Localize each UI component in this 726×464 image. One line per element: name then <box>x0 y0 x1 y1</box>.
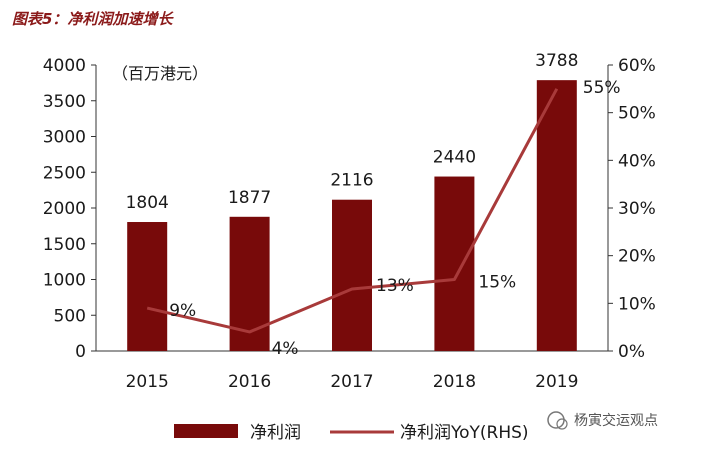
right-tick-label: 50% <box>618 104 656 124</box>
line-data-label: 55% <box>583 78 621 98</box>
legend-label-bar: 净利润 <box>250 423 301 443</box>
wechat-icon-inner <box>557 419 567 429</box>
left-tick-label: 1500 <box>43 235 86 255</box>
left-tick-label: 0 <box>75 342 86 362</box>
left-tick-label: 500 <box>54 306 86 326</box>
right-tick-label: 60% <box>618 56 656 76</box>
bar-data-label: 1877 <box>228 188 271 208</box>
line-data-label: 4% <box>272 339 299 359</box>
left-tick-label: 2500 <box>43 163 86 183</box>
bar <box>537 80 577 351</box>
bar <box>332 200 372 351</box>
right-tick-label: 20% <box>618 247 656 267</box>
unit-note: （百万港元） <box>112 64 208 83</box>
bar-data-label: 1804 <box>126 193 169 213</box>
x-tick-label: 2018 <box>433 372 476 392</box>
left-tick-label: 3000 <box>43 128 86 148</box>
x-tick-label: 2019 <box>535 372 578 392</box>
left-tick-label: 4000 <box>43 56 86 76</box>
wechat-icon <box>548 412 564 428</box>
watermark: 杨寅交运观点 <box>574 412 658 429</box>
x-tick-label: 2016 <box>228 372 271 392</box>
bar-data-label: 2440 <box>433 148 476 168</box>
watermark-group: 杨寅交运观点 <box>548 412 658 429</box>
right-tick-label: 0% <box>618 342 645 362</box>
right-tick-label: 40% <box>618 151 656 171</box>
line-data-label: 15% <box>478 273 516 293</box>
bar <box>127 222 167 351</box>
left-tick-label: 3500 <box>43 92 86 112</box>
right-tick-label: 10% <box>618 294 656 314</box>
legend-label-line: 净利润YoY(RHS) <box>400 423 529 443</box>
right-tick-label: 30% <box>618 199 656 219</box>
x-tick-label: 2017 <box>330 372 373 392</box>
left-tick-label: 2000 <box>43 199 86 219</box>
bar-data-label: 3788 <box>535 51 578 71</box>
line-data-label: 9% <box>169 301 196 321</box>
x-tick-label: 2015 <box>126 372 169 392</box>
line-data-label: 13% <box>376 276 414 296</box>
legend-swatch-bar <box>174 424 238 438</box>
bar <box>434 177 474 351</box>
left-tick-label: 1000 <box>43 271 86 291</box>
legend: 净利润 净利润YoY(RHS) <box>174 423 529 443</box>
bar-data-label: 2116 <box>330 171 373 191</box>
